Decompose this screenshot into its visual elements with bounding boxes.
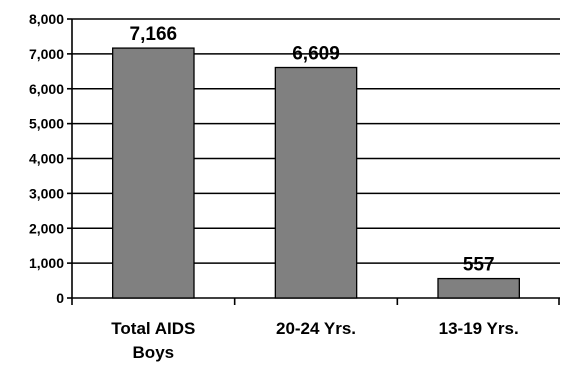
- category-label: 13-19 Yrs.: [439, 319, 519, 338]
- data-label: 557: [463, 255, 495, 276]
- category-label-line: Total AIDS: [111, 319, 195, 338]
- y-tick-label: 6,000: [29, 81, 64, 97]
- bar: [112, 47, 195, 299]
- category-label-line: Boys: [133, 343, 175, 362]
- bar: [437, 277, 520, 299]
- y-tick-label: 7,000: [29, 46, 64, 62]
- category-label-line: 20-24 Yrs.: [276, 319, 356, 338]
- data-label: 7,166: [130, 24, 178, 45]
- category-label-line: 13-19 Yrs.: [439, 319, 519, 338]
- y-tick-label: 5,000: [29, 116, 64, 132]
- bars: [112, 47, 520, 299]
- y-tick-label: 0: [56, 290, 64, 306]
- y-tick-label: 8,000: [29, 11, 64, 27]
- bar: [274, 66, 358, 299]
- labels: 7,166 Total AIDS Boys 6,609 20-24 Yrs. 557 13-…: [111, 24, 518, 362]
- data-label: 6,609: [292, 44, 340, 65]
- category-label: 20-24 Yrs.: [276, 319, 356, 338]
- y-tick-label: 2,000: [29, 220, 64, 236]
- category-label: Total AIDS Boys: [111, 319, 195, 362]
- y-tick-label: 3,000: [29, 185, 64, 201]
- y-tick-label: 1,000: [29, 255, 64, 271]
- y-tick-label: 4,000: [29, 151, 64, 167]
